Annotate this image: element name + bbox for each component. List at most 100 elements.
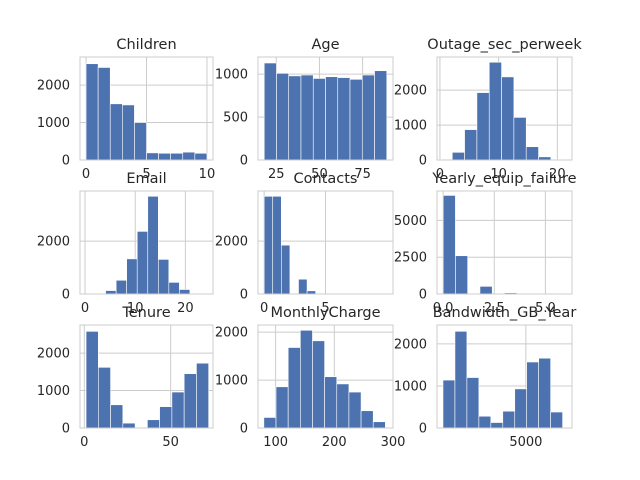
histogram-bar (300, 329, 313, 429)
histogram-bar (134, 122, 147, 161)
histogram-bar (348, 391, 362, 429)
histogram-bar (183, 373, 197, 429)
y-tick-label: 0 (419, 288, 427, 303)
histogram-bar (442, 195, 456, 295)
histogram-bar (514, 388, 528, 429)
histogram-bar (109, 103, 123, 161)
plot-frame (257, 190, 394, 295)
x-tick-label: 10 (127, 301, 144, 316)
histogram-bar (298, 278, 308, 295)
histogram-bar (478, 415, 492, 429)
histogram-bar (513, 117, 527, 161)
plot-frame (79, 56, 214, 161)
plot-frame (257, 56, 394, 161)
panel-title: Age (311, 37, 339, 53)
histogram-bar (372, 421, 386, 429)
plot-frame (79, 190, 214, 295)
x-tick-label: 200 (322, 435, 347, 450)
x-tick-label: 25 (268, 167, 285, 182)
panel-title: Children (116, 37, 176, 53)
histogram-bar (147, 419, 160, 429)
x-tick-label: 0 (81, 301, 89, 316)
x-tick-label: 10 (490, 167, 507, 182)
x-tick-label: 5 (321, 301, 329, 316)
histogram-bar (182, 151, 196, 161)
histogram-bar (194, 152, 208, 161)
plot-frame (436, 324, 573, 429)
y-tick-label: 0 (62, 422, 70, 437)
panel-title: MonthlyCharge (270, 305, 380, 321)
y-tick-label: 500 (223, 111, 248, 126)
y-tick-label: 1000 (37, 384, 70, 399)
y-tick-label: 5000 (394, 214, 427, 229)
histogram-bar (538, 357, 551, 429)
x-tick-label: 10 (199, 167, 216, 182)
histogram-bar (442, 379, 456, 429)
histogram-bar (312, 340, 325, 429)
histogram-bar (158, 152, 171, 161)
y-tick-label: 0 (240, 154, 248, 169)
histogram-bar (126, 258, 138, 295)
x-tick-label: 20 (177, 301, 194, 316)
x-tick-label: 0.0 (433, 301, 454, 316)
histogram-bar (168, 282, 180, 295)
histogram-bar (97, 67, 111, 161)
x-tick-label: 50 (162, 435, 179, 450)
histogram-bar (170, 152, 184, 161)
histogram-bar (196, 362, 209, 429)
y-tick-label: 0 (62, 154, 70, 169)
histogram-panel-email: 0 10 20 0 2000 Email (37, 171, 214, 316)
histogram-panel-contacts: 0 5 0 2000 Contacts (215, 171, 394, 316)
y-tick-label: 2000 (37, 347, 70, 362)
histogram-panel-yearly-equip-failure: 0.0 2.5 5.0 0 2500 5000 Yearly_equip_failure (394, 171, 577, 316)
x-tick-label: 5 (142, 167, 150, 182)
histogram-bar (281, 244, 291, 295)
histogram-bar (466, 377, 480, 429)
panel-title: Outage_sec_perweek (427, 37, 582, 53)
y-tick-label: 0 (62, 288, 70, 303)
histogram-bar (179, 289, 191, 295)
x-tick-label: 0 (260, 301, 268, 316)
histogram-bar (349, 79, 363, 161)
plot-frame (257, 324, 394, 429)
histogram-bar (146, 152, 159, 161)
y-tick-label: 2000 (394, 84, 427, 99)
histogram-bar (263, 417, 277, 429)
histogram-bar (325, 76, 339, 161)
y-tick-label: 2000 (37, 235, 70, 250)
histogram-bar (122, 422, 136, 429)
x-tick-label: 50 (311, 167, 328, 182)
y-tick-label: 0 (240, 422, 248, 437)
x-tick-label: 5.0 (535, 301, 556, 316)
x-tick-label: 20 (549, 167, 566, 182)
x-tick-label: 0 (82, 167, 90, 182)
y-tick-label: 2000 (37, 79, 70, 94)
histogram-bar (526, 361, 539, 429)
plot-frame (79, 324, 214, 429)
y-tick-label: 2000 (215, 235, 248, 250)
histogram-bar (85, 331, 99, 429)
x-tick-label: 2.5 (484, 301, 505, 316)
y-tick-label: 0 (419, 154, 427, 169)
plot-frame (436, 190, 573, 295)
y-tick-label: 0 (240, 288, 248, 303)
y-tick-label: 1000 (215, 68, 248, 83)
y-tick-label: 2000 (215, 326, 248, 341)
histogram-bar (115, 279, 127, 295)
histogram-bar (263, 195, 274, 295)
histogram-panel-children: 0 5 10 0 1000 2000 Children (37, 37, 215, 182)
x-tick-label: 100 (263, 435, 288, 450)
histogram-bar (490, 422, 504, 429)
x-tick-label: 0 (80, 435, 88, 450)
histogram-bar (171, 391, 185, 429)
panel-title: Email (126, 171, 166, 187)
histogram-panel-age: 25 50 75 0 500 1000 Age (215, 37, 394, 182)
histogram-bar (374, 70, 388, 161)
histogram-bar (454, 331, 468, 429)
histogram-bar (276, 73, 290, 161)
histogram-bar (336, 383, 350, 429)
histogram-bar (136, 231, 149, 295)
histogram-bar (122, 104, 135, 161)
histogram-bar (525, 146, 539, 161)
